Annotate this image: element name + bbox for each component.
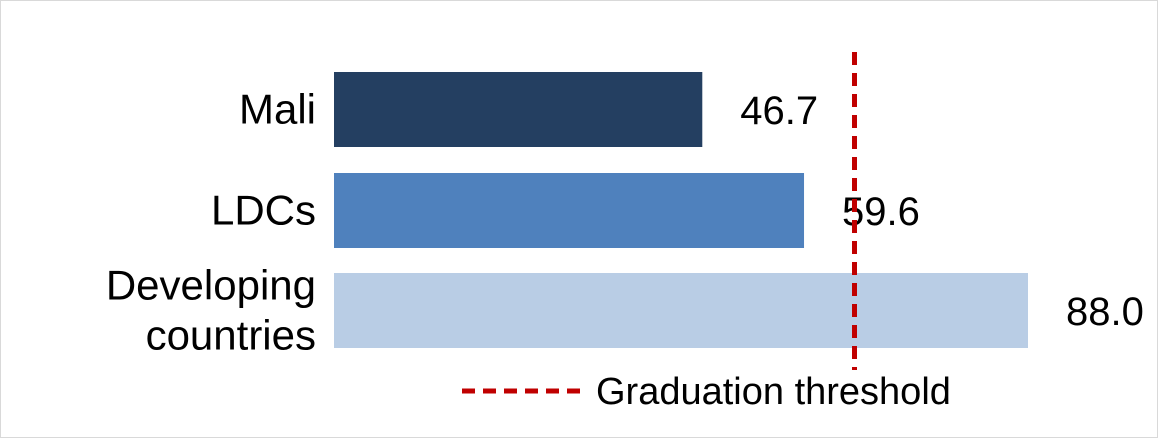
legend-threshold-label: Graduation threshold bbox=[596, 371, 951, 413]
bar-0 bbox=[334, 72, 703, 147]
value-label-0: 46.7 bbox=[740, 89, 818, 133]
bar-2 bbox=[334, 273, 1028, 348]
bars-group bbox=[334, 72, 1028, 348]
category-label-0: Mali bbox=[239, 86, 316, 133]
category-label-1: LDCs bbox=[211, 187, 316, 234]
category-label-2-line-1: countries bbox=[146, 312, 316, 359]
bar-1 bbox=[334, 173, 805, 248]
value-label-2: 88.0 bbox=[1066, 290, 1144, 334]
value-labels: 46.759.688.0 bbox=[740, 89, 1144, 334]
category-label-2-line-0: Developing bbox=[106, 262, 316, 309]
legend: Graduation threshold bbox=[462, 371, 951, 413]
